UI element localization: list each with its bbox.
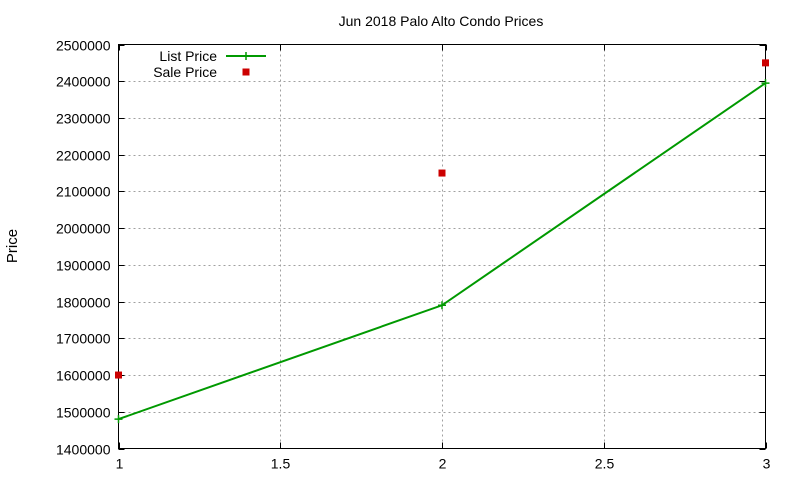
x-tick-label: 2.5 [595, 456, 615, 472]
y-tick-label: 1800000 [56, 295, 111, 311]
sale-price-point [115, 371, 122, 379]
legend-swatch-marker [242, 68, 250, 76]
y-tick-label: 1600000 [56, 368, 111, 384]
series-layer [114, 59, 770, 424]
y-tick-label: 2200000 [56, 148, 111, 164]
legend-label: Sale Price [153, 64, 217, 80]
sale-price-point [762, 59, 769, 67]
x-tick-label: 1 [116, 456, 124, 472]
y-tick-label: 1400000 [56, 442, 111, 458]
x-axis-ticks: 1 1.5 2 2.5 3 [116, 44, 771, 472]
y-tick-label: 1700000 [56, 331, 111, 347]
x-tick-label: 2 [439, 456, 447, 472]
y-tick-label: 1500000 [56, 405, 111, 421]
sale-price-point [438, 169, 446, 177]
y-tick-label: 2100000 [56, 184, 111, 200]
chart-title: Jun 2018 Palo Alto Condo Prices [339, 13, 544, 29]
x-tick-label: 3 [763, 456, 771, 472]
y-axis-label: Price [4, 229, 21, 263]
list-price-point [761, 79, 770, 88]
y-tick-label: 1900000 [56, 258, 111, 274]
y-tick-label: 2000000 [56, 221, 111, 237]
grid [118, 44, 766, 449]
list-price-point [438, 301, 446, 310]
plot-frame [118, 44, 766, 449]
list-price-point [114, 415, 123, 424]
y-axis-ticks: 1400000 1500000 1600000 1700000 1800000 19000… [56, 38, 766, 458]
y-tick-label: 2300000 [56, 111, 111, 127]
y-tick-label: 2500000 [56, 38, 111, 54]
legend-swatch-marker [242, 52, 250, 60]
legend-label: List Price [159, 48, 217, 64]
y-tick-label: 2400000 [56, 74, 111, 90]
x-tick-label: 1.5 [271, 456, 291, 472]
